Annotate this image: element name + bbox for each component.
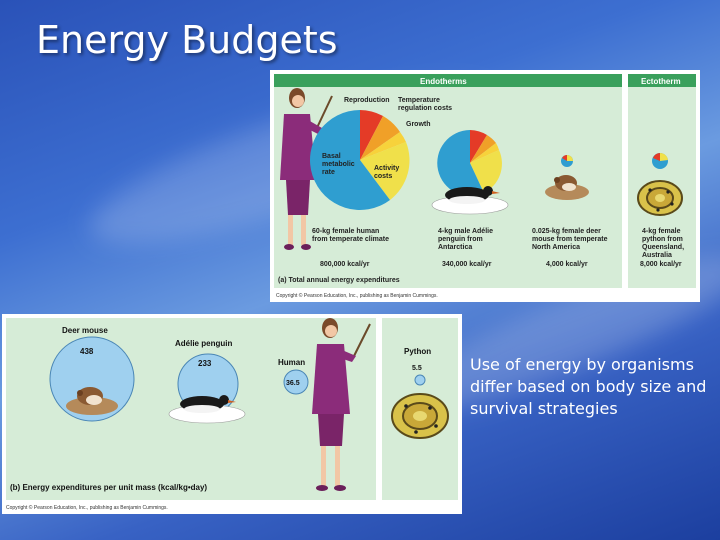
circle-deer-mouse (49, 336, 135, 422)
org-mouse-value: 4,000 kcal/yr (546, 261, 588, 268)
org-human-value: 800,000 kcal/yr (320, 261, 370, 268)
woman-presenter-illustration-b (312, 318, 371, 491)
deer-mouse-illustration (545, 175, 589, 200)
label-reproduction: Reproduction (344, 97, 390, 104)
figure-a-graphic: Endotherms Ectotherm Reproduction Temper… (274, 74, 696, 299)
penguin-illustration-b (168, 395, 246, 424)
org-mouse-desc-3: North America (532, 244, 580, 251)
endotherms-header-bar (274, 74, 622, 87)
org-mouse-desc-1: 0.025-kg female deer (532, 228, 601, 235)
pie-chart-python (652, 152, 668, 169)
label-growth: Growth (406, 121, 431, 128)
animal-mouse-name: Deer mouse (62, 326, 108, 335)
circle-python (414, 374, 426, 386)
org-python-desc-2: python from (642, 236, 683, 243)
woman-presenter-illustration (280, 88, 333, 250)
pie-chart-human (310, 110, 410, 210)
figure-a-copyright: Copyright © Pearson Education, Inc., pub… (276, 292, 438, 299)
label-temperature-line1: Temperature (398, 97, 440, 104)
pie-chart-mouse (561, 155, 573, 167)
label-basal-line2: metabolic (322, 161, 355, 168)
animal-python-name: Python (404, 347, 431, 356)
animal-penguin-value: 233 (198, 359, 212, 368)
org-human-desc-1: 60-kg female human (312, 228, 379, 235)
label-basal-line3: rate (322, 169, 335, 176)
figure-b-graphic: Deer mouse 438 Adélie penguin 233 Human … (6, 318, 458, 511)
org-penguin-value: 340,000 kcal/yr (442, 261, 492, 268)
animal-human-name: Human (278, 358, 305, 367)
animal-penguin-name: Adélie penguin (175, 339, 232, 348)
figure-total-annual-energy: Endotherms Ectotherm Reproduction Temper… (270, 70, 700, 302)
figure-b-copyright: Copyright © Pearson Education, Inc., pub… (6, 504, 168, 511)
org-python-desc-4: Australia (642, 252, 672, 259)
deer-mouse-illustration-b (66, 387, 118, 415)
org-mouse-desc-2: mouse from temperate (532, 236, 608, 243)
org-python-value: 8,000 kcal/yr (640, 261, 682, 268)
org-python-desc-3: Queensland, (642, 244, 684, 251)
pie-chart-penguin (437, 130, 502, 196)
org-python-desc-1: 4-kg female (642, 228, 681, 235)
org-human-desc-2: from temperate climate (312, 236, 389, 243)
ectotherm-header-bar (628, 74, 696, 87)
label-activity-line2: costs (374, 173, 392, 180)
endotherms-header: Endotherms (420, 77, 467, 86)
figure-b-footer: (b) Energy expenditures per unit mass (k… (10, 483, 207, 492)
python-illustration-b (391, 393, 449, 439)
python-illustration (637, 180, 683, 216)
label-basal-line1: Basal (322, 153, 341, 160)
label-activity-line1: Activity (374, 165, 399, 172)
org-penguin-desc-1: 4-kg male Adélie (438, 228, 493, 235)
animal-human-value: 36.5 (286, 380, 300, 387)
animal-python-value: 5.5 (412, 365, 422, 372)
org-penguin-desc-2: penguin from (438, 236, 483, 243)
slide-caption: Use of energy by organisms differ based … (470, 355, 707, 418)
org-penguin-desc-3: Antarctica (438, 244, 472, 251)
slide-title: Energy Budgets (36, 18, 338, 62)
figure-a-footer: (a) Total annual energy expenditures (278, 277, 400, 284)
figure-energy-per-unit-mass: Deer mouse 438 Adélie penguin 233 Human … (2, 314, 462, 514)
circle-human (283, 369, 309, 395)
ectotherm-header: Ectotherm (641, 77, 681, 86)
animal-mouse-value: 438 (80, 347, 94, 356)
label-temperature-line2: regulation costs (398, 105, 452, 112)
penguin-illustration (431, 186, 509, 215)
